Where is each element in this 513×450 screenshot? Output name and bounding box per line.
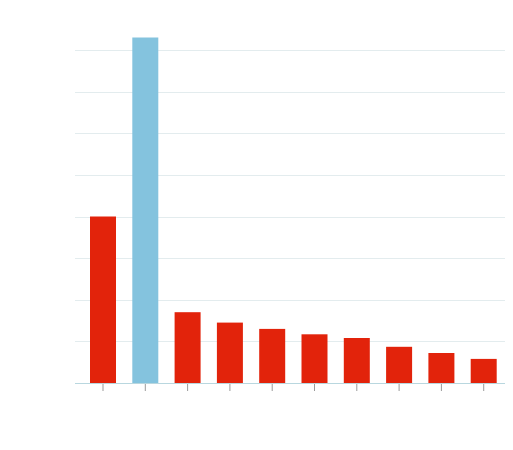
bar-6 <box>301 334 328 383</box>
bar-7 <box>343 338 370 383</box>
x-axis <box>75 383 505 391</box>
bar-10 <box>470 358 497 383</box>
bar-5 <box>259 328 286 383</box>
bar-1 <box>90 216 116 383</box>
bar-4 <box>216 322 243 383</box>
bar-9 <box>428 353 455 383</box>
bars <box>90 37 497 383</box>
bar-8 <box>386 346 413 383</box>
bar-3 <box>174 312 201 383</box>
bar-2 <box>132 37 159 383</box>
